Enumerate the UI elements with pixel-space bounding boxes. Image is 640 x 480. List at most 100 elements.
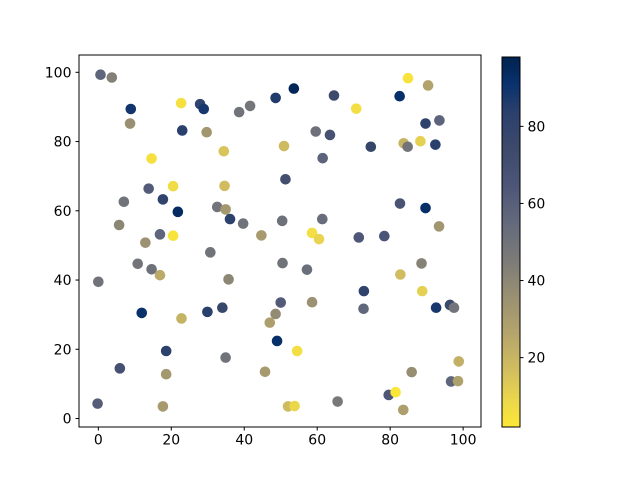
scatter-point — [288, 83, 300, 94]
scatter-point — [93, 276, 104, 288]
scatter-point — [397, 404, 409, 416]
scatter-point — [394, 90, 405, 102]
scatter-point — [157, 194, 169, 205]
scatter-point — [136, 307, 148, 319]
scatter-point — [313, 233, 325, 245]
scatter-point — [198, 103, 210, 115]
scatter-point — [452, 375, 464, 387]
scatter-point — [277, 257, 288, 269]
scatter-point — [140, 237, 151, 248]
scatter-point — [270, 92, 281, 104]
scatter-point — [124, 118, 136, 129]
scatter-point — [416, 285, 428, 297]
scatter-point — [448, 302, 460, 314]
scatter-point — [113, 219, 125, 231]
scatter-point — [379, 230, 390, 242]
scatter-point — [146, 153, 157, 164]
scatter-point — [118, 196, 130, 208]
scatter-point — [157, 401, 169, 412]
scatter-point — [310, 126, 322, 137]
scatter-point — [350, 103, 362, 114]
scatter-point — [353, 232, 365, 243]
plot-frame — [78, 54, 482, 428]
x-tick-label: 0 — [94, 433, 103, 449]
scatter-point — [132, 258, 144, 270]
colorbar-frame — [501, 56, 521, 428]
scatter-point — [154, 229, 166, 240]
scatter-point — [395, 269, 406, 280]
scatter-point — [420, 202, 431, 214]
scatter-point — [394, 198, 406, 209]
x-tick-label: 60 — [308, 433, 326, 449]
colorbar-tick-label: 40 — [528, 274, 546, 290]
scatter-point — [176, 313, 187, 324]
scatter-point — [176, 125, 188, 136]
scatter-point — [270, 308, 281, 320]
scatter-point — [430, 302, 442, 314]
scatter-point — [278, 140, 290, 152]
scatter-point — [390, 386, 401, 398]
y-tick-label: 20 — [54, 342, 72, 358]
scatter-point — [402, 72, 414, 84]
x-tick-label: 80 — [381, 433, 399, 449]
scatter-point — [154, 269, 166, 281]
scatter-point — [167, 180, 179, 192]
scatter-point — [92, 398, 103, 409]
scatter-point — [223, 274, 234, 285]
scatter-point — [301, 264, 313, 275]
y-tick-label: 0 — [63, 412, 72, 428]
scatter-point — [233, 106, 245, 118]
x-tick-label: 40 — [235, 433, 253, 449]
x-tick-label: 20 — [162, 433, 180, 449]
scatter-point — [317, 213, 328, 225]
scatter-point — [324, 129, 336, 141]
scatter-point — [175, 97, 187, 109]
scatter-point — [224, 213, 236, 225]
scatter-point — [106, 72, 118, 83]
scatter-point — [358, 285, 370, 297]
y-tick-label: 80 — [54, 135, 72, 151]
scatter-point — [402, 141, 413, 153]
colorbar-tick-label: 80 — [528, 119, 546, 135]
scatter-point — [433, 221, 445, 232]
scatter-point — [237, 218, 249, 229]
scatter-point — [306, 296, 318, 308]
scatter-point — [160, 345, 172, 357]
scatter-point — [416, 258, 427, 269]
scatter-point — [220, 352, 231, 363]
scatter-point — [358, 303, 369, 315]
y-tick-label: 40 — [54, 273, 72, 289]
colorbar-tick-label: 60 — [528, 196, 546, 212]
scatter-point — [256, 230, 267, 241]
scatter-point — [275, 297, 287, 308]
scatter-point — [205, 247, 216, 258]
scatter-point — [244, 100, 256, 112]
scatter-point — [167, 230, 179, 242]
scatter-point — [422, 80, 434, 91]
scatter-point — [114, 363, 126, 374]
y-tick-label: 100 — [45, 65, 72, 81]
scatter-point — [172, 206, 184, 218]
scatter-point — [95, 69, 106, 81]
colorbar-tick-label: 20 — [528, 351, 546, 367]
scatter-point — [146, 264, 157, 275]
scatter-point — [280, 173, 291, 185]
scatter-point — [317, 152, 328, 164]
y-tick-label: 60 — [54, 204, 72, 220]
scatter-point — [201, 126, 212, 138]
scatter-point — [160, 368, 172, 380]
scatter-point — [217, 302, 228, 314]
scatter-point — [430, 139, 441, 150]
scatter-point — [125, 103, 137, 115]
scatter-point — [259, 366, 271, 378]
scatter-point — [328, 90, 340, 101]
scatter-point — [434, 115, 445, 126]
scatter-point — [415, 135, 426, 147]
scatter-point — [218, 145, 230, 157]
scatter-point — [365, 141, 377, 153]
scatter-point — [289, 400, 300, 412]
scatter-point — [143, 183, 154, 194]
colorbar-gradient — [502, 57, 520, 427]
scatter-point — [276, 215, 288, 227]
scatter-point — [219, 180, 230, 192]
